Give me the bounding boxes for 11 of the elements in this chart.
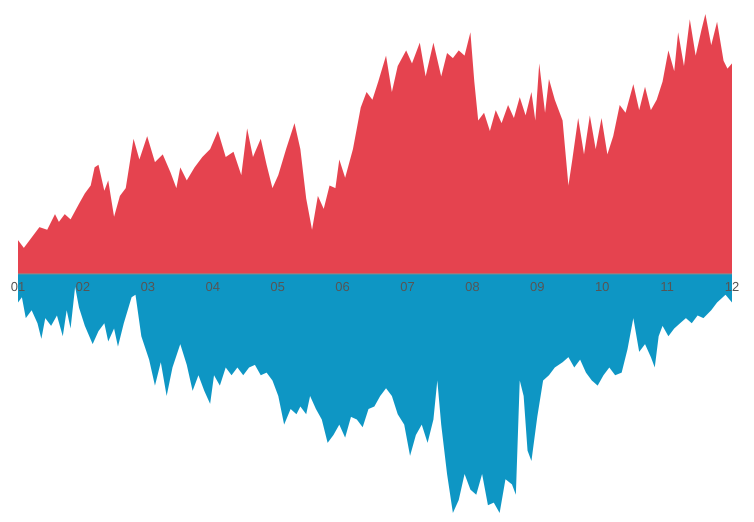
x-tick-label: 08 [465, 278, 480, 294]
x-tick-label: 11 [660, 278, 674, 294]
x-tick-label: 04 [205, 278, 220, 294]
x-tick-label: 06 [335, 278, 350, 294]
x-tick-label: 09 [530, 278, 545, 294]
x-tick-label: 10 [594, 278, 610, 294]
x-tick-label: 02 [76, 278, 90, 294]
x-tick-label: 07 [400, 278, 415, 294]
x-tick-label: 03 [140, 278, 156, 294]
x-tick-label: 05 [270, 278, 285, 294]
x-tick-label: 01 [10, 278, 26, 294]
